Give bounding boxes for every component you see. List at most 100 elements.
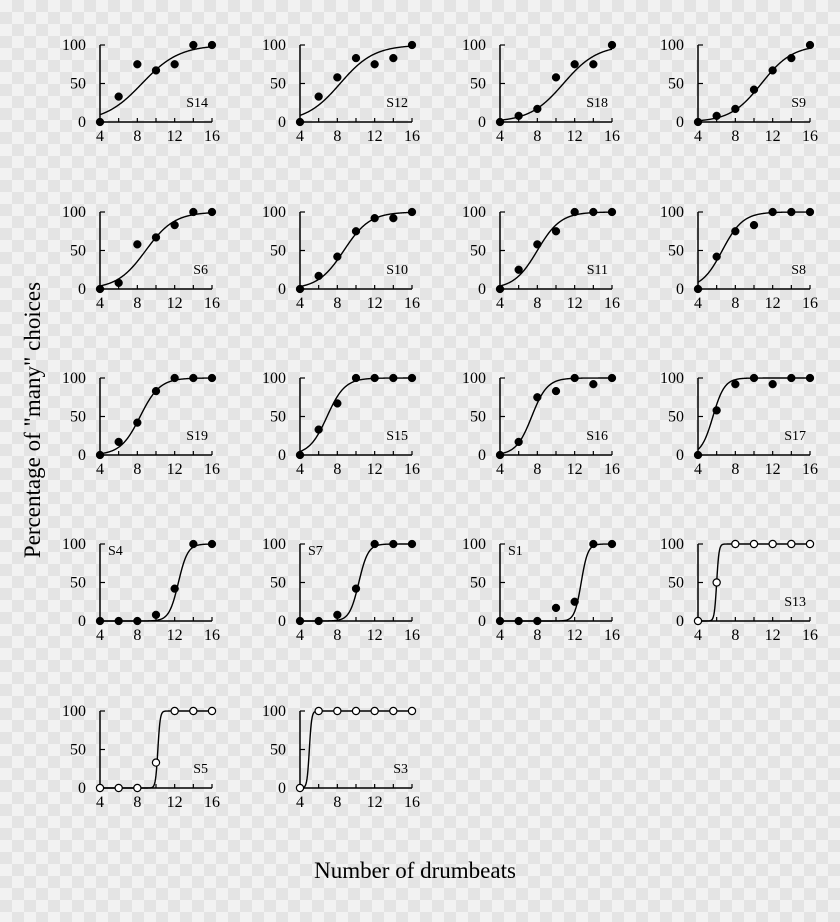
y-tick-label: 0 <box>278 613 286 630</box>
panel-s13: 0 50 100 4 8 12 16 S13 <box>660 536 818 644</box>
data-point <box>170 373 179 383</box>
data-point <box>207 373 217 383</box>
data-point <box>370 373 379 383</box>
x-tick-label: 4 <box>496 461 504 478</box>
panel-s7: 0 50 100 4 8 12 16 S7 <box>262 536 420 644</box>
data-point <box>551 603 561 613</box>
x-tick-label: 4 <box>496 627 504 644</box>
panel-label: S1 <box>508 544 523 559</box>
x-tick-label: 16 <box>204 461 220 478</box>
data-point <box>351 584 361 593</box>
y-tick-label: 50 <box>70 76 86 93</box>
data-point <box>295 783 305 793</box>
data-point <box>333 73 342 82</box>
fit-curve <box>299 45 413 117</box>
panel-label: S18 <box>586 96 608 111</box>
panel-label: S15 <box>386 429 408 444</box>
data-point <box>551 227 561 236</box>
y-tick-label: 100 <box>660 204 684 221</box>
y-axis-title: Percentage of "many" choices <box>20 282 45 558</box>
panel-label: S3 <box>393 762 408 777</box>
data-point <box>407 40 417 50</box>
data-point <box>295 117 305 127</box>
x-tick-label: 8 <box>333 794 341 811</box>
data-point <box>207 706 217 716</box>
data-point <box>114 92 123 101</box>
y-tick-label: 100 <box>462 370 486 387</box>
data-point <box>712 578 721 587</box>
panel-s5: 0 50 100 4 8 12 16 S5 <box>62 703 220 811</box>
x-tick-label: 4 <box>496 295 504 312</box>
data-point <box>551 73 561 82</box>
data-point <box>768 380 777 389</box>
x-tick-label: 12 <box>765 627 781 644</box>
x-tick-label: 12 <box>167 128 183 145</box>
data-point <box>731 380 740 389</box>
y-tick-label: 0 <box>676 447 684 464</box>
y-tick-label: 50 <box>70 742 86 759</box>
y-tick-label: 100 <box>660 370 684 387</box>
x-tick-label: 12 <box>367 461 383 478</box>
data-point <box>749 85 759 94</box>
data-point <box>495 284 505 294</box>
x-tick-label: 12 <box>367 128 383 145</box>
data-point <box>589 60 598 69</box>
data-point <box>133 418 142 427</box>
x-tick-label: 16 <box>802 461 818 478</box>
y-tick-label: 100 <box>62 37 86 54</box>
data-point <box>712 252 721 261</box>
y-tick-label: 0 <box>478 281 486 298</box>
y-tick-label: 50 <box>70 575 86 592</box>
y-tick-label: 0 <box>78 780 86 797</box>
y-tick-label: 0 <box>78 281 86 298</box>
data-point <box>731 539 740 549</box>
data-point <box>407 706 417 716</box>
x-tick-label: 8 <box>533 461 541 478</box>
x-tick-label: 16 <box>802 128 818 145</box>
data-point <box>314 616 323 626</box>
x-tick-label: 4 <box>694 627 702 644</box>
y-tick-label: 0 <box>478 114 486 131</box>
x-tick-label: 16 <box>404 627 420 644</box>
data-point <box>333 706 342 716</box>
y-tick-label: 0 <box>278 281 286 298</box>
y-tick-label: 100 <box>660 536 684 553</box>
data-point <box>495 117 505 127</box>
data-point <box>805 40 815 50</box>
panel-label: S16 <box>586 429 608 444</box>
panel-s8: 0 50 100 4 8 12 16 S8 <box>660 204 818 312</box>
x-tick-label: 4 <box>694 295 702 312</box>
panel-label: S7 <box>308 544 323 559</box>
data-point <box>151 758 161 767</box>
data-point <box>805 207 815 217</box>
x-tick-label: 8 <box>333 627 341 644</box>
data-point <box>514 437 523 447</box>
y-tick-label: 50 <box>270 575 286 592</box>
data-point <box>351 373 361 383</box>
y-tick-label: 0 <box>478 613 486 630</box>
x-tick-label: 16 <box>802 295 818 312</box>
data-point <box>295 284 305 294</box>
data-point <box>607 207 617 217</box>
panel-s4: 0 50 100 4 8 12 16 S4 <box>62 536 220 644</box>
y-tick-label: 50 <box>668 243 684 260</box>
x-tick-label: 8 <box>333 461 341 478</box>
x-tick-label: 4 <box>296 461 304 478</box>
y-tick-label: 50 <box>470 76 486 93</box>
x-tick-label: 16 <box>204 128 220 145</box>
x-tick-label: 8 <box>533 295 541 312</box>
data-point <box>787 53 796 63</box>
panel-label: S19 <box>186 429 208 444</box>
x-tick-label: 4 <box>296 128 304 145</box>
data-point <box>314 92 323 101</box>
data-point <box>370 60 379 69</box>
data-point <box>551 386 561 396</box>
data-point <box>333 399 342 408</box>
y-tick-label: 100 <box>462 536 486 553</box>
data-point <box>805 539 815 549</box>
y-tick-label: 100 <box>262 370 286 387</box>
data-point <box>370 214 379 223</box>
data-point <box>533 104 542 114</box>
y-tick-label: 50 <box>270 76 286 93</box>
panel-s3: 0 50 100 4 8 12 16 S3 <box>262 703 420 811</box>
